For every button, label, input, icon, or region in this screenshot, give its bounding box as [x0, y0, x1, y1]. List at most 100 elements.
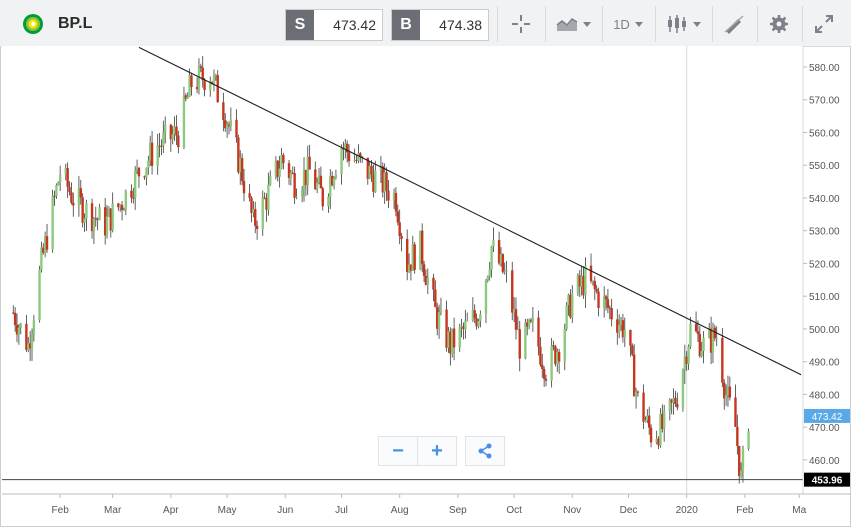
- buy-quote[interactable]: B 474.38: [391, 9, 489, 41]
- candle-body: [145, 167, 148, 178]
- buy-price: 474.38: [439, 17, 482, 33]
- candle-body: [411, 244, 415, 271]
- candle-body: [604, 296, 608, 300]
- candle-body: [739, 470, 743, 476]
- candle-body: [631, 345, 634, 355]
- candle-body: [531, 317, 535, 322]
- candle-body: [308, 156, 311, 170]
- candle-body: [72, 202, 75, 206]
- candle-body: [43, 236, 47, 253]
- candle-body: [567, 294, 570, 305]
- candle-body: [569, 294, 572, 318]
- candle-body: [439, 309, 443, 313]
- expand-icon[interactable]: [810, 8, 838, 40]
- candle-body: [424, 275, 428, 285]
- candle-body: [492, 240, 495, 247]
- candle-body: [584, 265, 587, 296]
- candle-body: [662, 411, 666, 429]
- sell-price: 473.42: [333, 17, 376, 33]
- candle-body: [413, 244, 416, 270]
- candle-body: [177, 135, 180, 148]
- candle-body: [595, 288, 598, 292]
- candle-body: [539, 346, 542, 365]
- candle-body: [490, 246, 493, 270]
- candle-body: [345, 143, 349, 153]
- y-tick-label: 560.00: [809, 128, 840, 139]
- candle-body: [340, 148, 343, 174]
- candle-body: [171, 134, 174, 140]
- candle-body: [578, 275, 581, 287]
- zoom-out-button[interactable]: −: [392, 439, 404, 462]
- candle-body: [315, 182, 319, 190]
- candle-body: [250, 197, 253, 213]
- candle-body: [694, 323, 698, 332]
- candle-body: [53, 195, 56, 197]
- candle-body: [319, 175, 323, 189]
- candle-body: [518, 329, 521, 359]
- candle-body: [85, 203, 88, 219]
- candle-body: [747, 431, 750, 449]
- y-tick-label: 520.00: [809, 259, 840, 270]
- sell-quote[interactable]: S 473.42: [285, 9, 383, 41]
- crosshair-icon[interactable]: [505, 8, 537, 40]
- candle-body: [182, 95, 186, 148]
- candle-body: [449, 331, 452, 354]
- candle-body: [619, 320, 623, 326]
- chart-type-dropdown[interactable]: [553, 8, 593, 40]
- interval-dropdown[interactable]: 1D: [610, 8, 646, 40]
- candle-body: [477, 320, 480, 327]
- candle-body: [394, 192, 398, 212]
- y-tick-label: 490.00: [809, 358, 840, 369]
- candle-body: [550, 345, 553, 381]
- candle-body: [623, 329, 626, 338]
- gear-icon[interactable]: [765, 8, 793, 40]
- candle-body: [409, 264, 413, 271]
- candle-body: [278, 168, 281, 177]
- candle-body: [479, 314, 482, 321]
- candle-style-dropdown[interactable]: [663, 8, 703, 40]
- candle-body: [497, 240, 501, 264]
- candle-body: [471, 310, 475, 321]
- candle-body: [724, 395, 728, 399]
- candle-body: [222, 102, 225, 121]
- price-chart[interactable]: 453.96 473.42 580.00 570.00 560.00 550.00 540…: [0, 46, 851, 527]
- candle-body: [27, 343, 30, 350]
- candle-body: [261, 197, 264, 229]
- candle-body: [398, 222, 401, 237]
- share-button[interactable]: [466, 437, 504, 465]
- zoom-controls: − +: [378, 436, 457, 466]
- candle-body: [135, 167, 139, 171]
- trendline[interactable]: [138, 46, 802, 376]
- candle-body: [302, 169, 306, 191]
- candle-body: [527, 319, 531, 327]
- candle-body: [473, 310, 476, 319]
- candle-body: [280, 154, 283, 169]
- candle-body: [64, 168, 67, 175]
- x-tick-label: Feb: [52, 505, 70, 516]
- candle-body: [602, 296, 606, 308]
- candle-body: [13, 312, 17, 326]
- candle-body: [55, 185, 58, 196]
- candle-body: [353, 159, 356, 162]
- candle-body: [466, 320, 469, 322]
- x-tick-label: Aug: [391, 505, 409, 516]
- candle-body: [252, 209, 255, 213]
- share-icon: [478, 443, 492, 459]
- draw-tool-icon[interactable]: [720, 8, 748, 40]
- candle-body: [169, 124, 173, 140]
- candle-body: [300, 190, 304, 197]
- x-tick-label: Ma: [792, 505, 806, 516]
- candle-body: [58, 174, 62, 183]
- candle-body: [147, 160, 150, 168]
- y-tick-label: 570.00: [809, 96, 840, 107]
- low-price-label: 453.96: [812, 476, 843, 487]
- zoom-in-button[interactable]: +: [417, 437, 456, 465]
- candle-body: [68, 186, 71, 193]
- x-tick-label: Oct: [506, 505, 522, 516]
- candle-body: [28, 343, 32, 349]
- candle-body: [137, 167, 141, 177]
- candle-body: [111, 203, 114, 231]
- chevron-down-icon: [634, 21, 643, 27]
- candle-body: [387, 190, 390, 201]
- candle-body: [649, 427, 653, 443]
